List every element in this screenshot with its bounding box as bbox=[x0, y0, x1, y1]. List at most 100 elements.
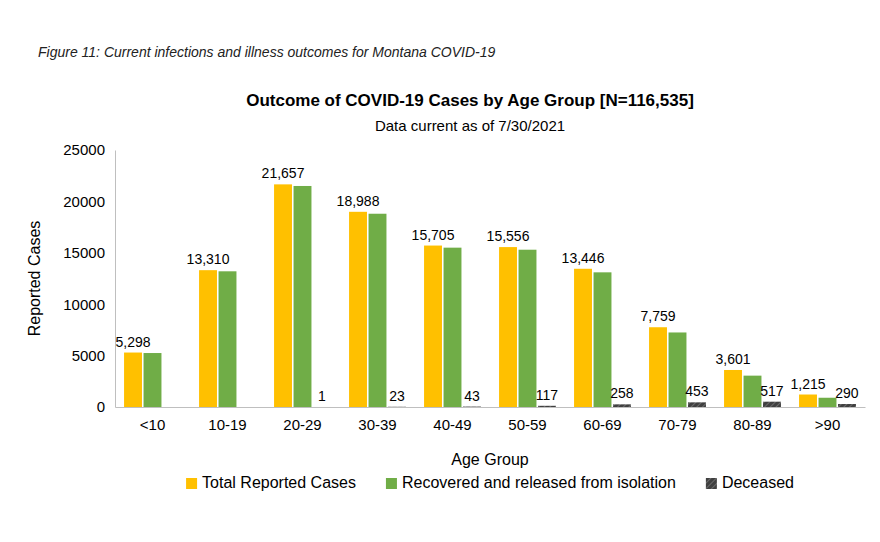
data-label: 7,759 bbox=[640, 308, 675, 324]
bar bbox=[313, 406, 331, 407]
bar bbox=[724, 370, 742, 407]
y-tick-label: 15000 bbox=[63, 244, 105, 261]
legend-label: Deceased bbox=[722, 474, 794, 491]
y-tick: 10000 bbox=[63, 296, 115, 313]
bar bbox=[369, 214, 387, 407]
data-label: 15,705 bbox=[412, 227, 455, 243]
y-axis-line bbox=[115, 151, 116, 408]
y-tick: 15000 bbox=[63, 244, 115, 261]
x-tick: 60-69 bbox=[583, 407, 621, 433]
data-label: 43 bbox=[464, 388, 480, 404]
y-tick: 5000 bbox=[72, 347, 115, 364]
bar bbox=[274, 184, 292, 407]
bar bbox=[499, 247, 517, 407]
data-label: 5,298 bbox=[115, 334, 150, 350]
bar bbox=[124, 353, 142, 407]
bar bbox=[574, 269, 592, 407]
bar bbox=[649, 327, 667, 407]
bar bbox=[519, 250, 537, 407]
series-bars bbox=[144, 186, 837, 407]
x-tick-label: 10-19 bbox=[208, 416, 246, 433]
x-tick-label: 80-89 bbox=[733, 416, 771, 433]
legend-swatch bbox=[386, 478, 397, 489]
y-tick-label: 25000 bbox=[63, 141, 105, 158]
bars bbox=[124, 184, 856, 407]
x-tick: >90 bbox=[815, 407, 840, 433]
chart: Figure 11: Current infections and illnes… bbox=[0, 0, 880, 542]
bar bbox=[349, 212, 367, 407]
legend-label: Total Reported Cases bbox=[202, 474, 356, 491]
data-label: 15,556 bbox=[487, 228, 530, 244]
bar bbox=[538, 406, 556, 407]
bar bbox=[669, 332, 687, 407]
data-label: 1,215 bbox=[790, 376, 825, 392]
x-axis: <10 10-19 20-29 30-39 40-49 50-59 60-69 70-79 80… bbox=[116, 407, 866, 433]
x-tick: 30-39 bbox=[358, 407, 396, 433]
x-axis-line bbox=[116, 407, 866, 408]
caption: Figure 11: Current infections and illnes… bbox=[38, 44, 496, 60]
bar bbox=[463, 406, 481, 407]
legend-swatch bbox=[706, 478, 717, 489]
legend-swatch bbox=[186, 478, 197, 489]
data-label: 21,657 bbox=[262, 165, 305, 181]
legend: Total Reported Cases Recovered and releas… bbox=[186, 474, 794, 491]
legend-item: Total Reported Cases bbox=[186, 474, 356, 491]
x-axis-title: Age Group bbox=[451, 451, 528, 468]
x-tick-label: >90 bbox=[815, 416, 840, 433]
y-tick-label: 0 bbox=[97, 398, 105, 415]
y-tick-label: 10000 bbox=[63, 296, 105, 313]
bar bbox=[763, 402, 781, 407]
x-tick-label: <10 bbox=[140, 416, 165, 433]
x-tick: 50-59 bbox=[508, 407, 546, 433]
data-label: 517 bbox=[760, 383, 784, 399]
bar bbox=[294, 186, 312, 407]
data-label: 1 bbox=[318, 388, 326, 404]
data-label: 23 bbox=[389, 388, 405, 404]
y-axis: 0 5000 10000 15000 20000 25000 bbox=[63, 141, 115, 415]
x-tick-label: 70-79 bbox=[658, 416, 696, 433]
legend-label: Recovered and released from isolation bbox=[402, 474, 676, 491]
bar bbox=[819, 398, 837, 407]
y-tick: 0 bbox=[97, 398, 115, 415]
x-tick-label: 30-39 bbox=[358, 416, 396, 433]
x-tick: 20-29 bbox=[283, 407, 321, 433]
x-tick-label: 20-29 bbox=[283, 416, 321, 433]
x-tick: 40-49 bbox=[433, 407, 471, 433]
y-axis-title: Reported Cases bbox=[26, 221, 43, 337]
data-label: 117 bbox=[536, 387, 559, 403]
bar bbox=[838, 404, 856, 407]
legend-item: Deceased bbox=[706, 474, 794, 491]
x-tick-label: 60-69 bbox=[583, 416, 621, 433]
bar bbox=[594, 272, 612, 407]
y-tick: 25000 bbox=[63, 141, 115, 158]
series-bars bbox=[124, 184, 817, 407]
y-tick-label: 5000 bbox=[72, 347, 105, 364]
series-labels: 5,298 13,310 21,657 18,988 15,705 15,556 13,44… bbox=[115, 165, 825, 391]
bar bbox=[613, 404, 631, 407]
data-label: 13,446 bbox=[562, 250, 605, 266]
bar bbox=[744, 376, 762, 407]
data-label: 258 bbox=[610, 385, 634, 401]
subtitle: Data current as of 7/30/2021 bbox=[375, 117, 565, 134]
data-labels: 5,298 13,310 21,657 18,988 15,705 15,556 13,44… bbox=[115, 165, 858, 404]
y-tick-label: 20000 bbox=[63, 193, 105, 210]
data-label: 453 bbox=[685, 383, 709, 399]
y-tick: 20000 bbox=[63, 193, 115, 210]
x-tick-label: 40-49 bbox=[433, 416, 471, 433]
bar bbox=[424, 246, 442, 407]
x-tick: 80-89 bbox=[733, 407, 771, 433]
series-labels: 12343117258453517290 bbox=[318, 383, 859, 404]
bar bbox=[688, 402, 706, 407]
bar bbox=[144, 353, 162, 407]
x-tick: 10-19 bbox=[208, 407, 246, 433]
x-tick: 70-79 bbox=[658, 407, 696, 433]
bar bbox=[444, 248, 462, 407]
title: Outcome of COVID-19 Cases by Age Group [… bbox=[246, 91, 694, 110]
legend-item: Recovered and released from isolation bbox=[386, 474, 676, 491]
data-label: 18,988 bbox=[337, 193, 380, 209]
bar bbox=[199, 270, 217, 407]
bar bbox=[388, 406, 406, 407]
x-tick: <10 bbox=[140, 407, 165, 433]
data-label: 13,310 bbox=[187, 251, 230, 267]
bar bbox=[219, 271, 237, 407]
